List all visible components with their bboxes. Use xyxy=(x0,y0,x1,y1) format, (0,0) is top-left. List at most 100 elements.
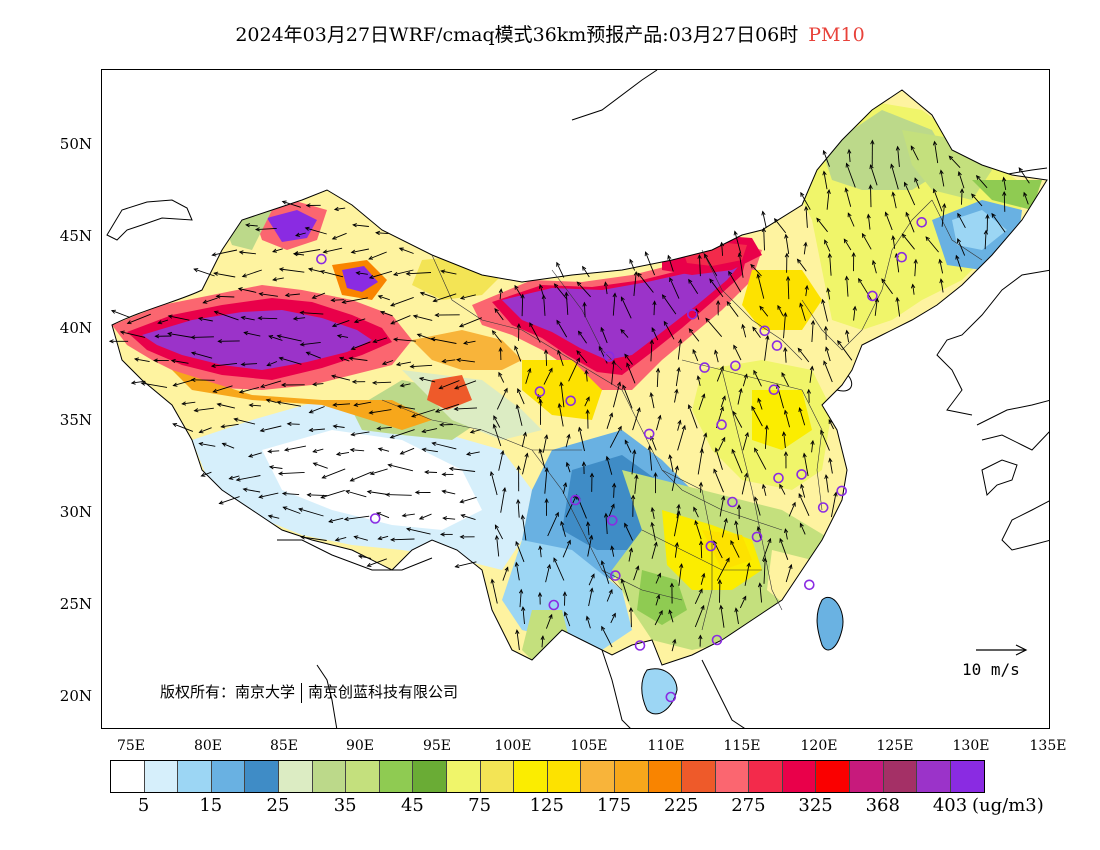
wind-arrow-head xyxy=(721,495,726,501)
colorbar xyxy=(110,760,986,793)
wind-arrow-head xyxy=(543,349,549,354)
wind-arrow-head xyxy=(650,521,655,527)
wind-arrow xyxy=(656,368,659,388)
wind-arrow xyxy=(576,350,588,364)
wind-arrow-head xyxy=(761,210,766,216)
wind-arrow xyxy=(762,538,771,562)
wind-arrow-head xyxy=(910,283,916,289)
wind-arrow-head xyxy=(753,369,758,375)
wind-arrow-head xyxy=(276,334,282,339)
wind-arrow xyxy=(785,564,792,583)
wind-arrow-head xyxy=(600,326,605,332)
wind-arrow-head xyxy=(212,388,218,393)
wind-arrow-head xyxy=(353,319,359,324)
wind-arrow xyxy=(433,293,457,302)
wind-arrow-head xyxy=(217,339,223,344)
wind-arrow xyxy=(941,203,945,227)
wind-arrow xyxy=(733,345,742,361)
wind-arrow xyxy=(419,513,432,520)
wind-arrow xyxy=(216,295,235,298)
wind-arrow xyxy=(432,442,457,450)
wind-arrow-head xyxy=(752,326,757,332)
wind-arrow xyxy=(494,308,504,321)
wind-arrow-head xyxy=(390,302,396,307)
wind-arrow xyxy=(332,319,350,327)
wind-arrow xyxy=(419,377,436,383)
wind-arrow xyxy=(742,374,748,387)
wind-arrow xyxy=(282,492,300,496)
station-marker xyxy=(896,251,908,263)
wind-arrow xyxy=(785,234,790,255)
wind-arrow-head xyxy=(240,315,246,321)
wind-arrow xyxy=(720,396,726,408)
wind-arrow xyxy=(925,236,939,253)
wind-arrow xyxy=(874,298,878,316)
colorbar-swatch xyxy=(850,761,884,792)
wind-arrow-head xyxy=(959,188,965,193)
wind-arrow-head xyxy=(459,499,465,504)
wind-arrow-head xyxy=(628,547,634,553)
wind-arrow-head xyxy=(603,281,608,287)
station-marker xyxy=(643,428,655,440)
wind-arrow-head xyxy=(432,298,438,303)
wind-arrow-head xyxy=(430,337,436,342)
wind-arrow-head xyxy=(576,357,580,363)
wind-arrow xyxy=(957,238,966,256)
wind-arrow xyxy=(191,352,213,359)
station-marker xyxy=(836,485,848,497)
colorbar-tick-label: 175 xyxy=(596,795,632,816)
wind-arrow xyxy=(449,468,476,472)
wind-arrow-head xyxy=(216,402,222,407)
station-marker xyxy=(369,513,381,524)
wind-arrow xyxy=(650,392,655,409)
wind-arrow-head xyxy=(554,511,559,517)
wind-arrow-head xyxy=(742,595,747,601)
wind-arrow-head xyxy=(503,387,508,393)
wind-arrow xyxy=(692,349,699,362)
wind-arrow-head xyxy=(500,449,505,456)
wind-arrow-head xyxy=(355,270,361,276)
wind-arrow-head xyxy=(405,271,411,276)
wind-arrow-head xyxy=(202,299,208,304)
wind-arrow-head xyxy=(193,408,199,413)
wind-arrow xyxy=(958,171,965,189)
wind-arrow-head xyxy=(514,561,519,567)
wind-arrow xyxy=(236,475,261,481)
wind-arrow xyxy=(562,540,571,558)
colorbar-swatch xyxy=(782,761,817,792)
wind-arrow xyxy=(626,363,636,384)
wind-arrow-head xyxy=(668,609,673,615)
wind-arrow xyxy=(1018,167,1030,184)
wind-arrow xyxy=(808,389,810,403)
lon-label: 120E xyxy=(800,738,838,754)
wind-arrow-head xyxy=(353,535,359,540)
wind-arrow-head xyxy=(559,381,564,387)
wind-arrow-head xyxy=(130,380,136,385)
wind-arrow-head xyxy=(516,323,521,328)
wind-arrow xyxy=(910,145,919,161)
wind-arrow-head xyxy=(761,483,767,489)
wind-arrow xyxy=(811,320,814,343)
wind-arrow-head xyxy=(608,588,613,594)
wind-arrow xyxy=(331,375,351,381)
wind-arrow-head xyxy=(714,447,719,453)
wind-arrow-head xyxy=(498,371,503,377)
station-marker xyxy=(606,515,618,526)
map-frame xyxy=(101,69,1050,729)
wind-arrow-head xyxy=(350,345,356,350)
wind-arrow xyxy=(234,418,256,425)
wind-arrow xyxy=(933,188,943,212)
wind-arrow-head xyxy=(133,357,139,362)
title-species: PM10 xyxy=(808,24,865,46)
wind-arrow xyxy=(277,401,301,407)
wind-arrow xyxy=(344,515,370,520)
lat-label: 25N xyxy=(59,595,92,613)
wind-arrow-head xyxy=(295,232,300,237)
wind-arrow xyxy=(397,405,416,410)
wind-arrow xyxy=(283,506,301,514)
wind-arrow-head xyxy=(756,525,761,531)
wind-arrow xyxy=(588,588,593,607)
wind-arrow xyxy=(282,200,301,208)
wind-arrow-head xyxy=(418,515,424,520)
colorbar-tick-label: 225 xyxy=(664,795,699,816)
